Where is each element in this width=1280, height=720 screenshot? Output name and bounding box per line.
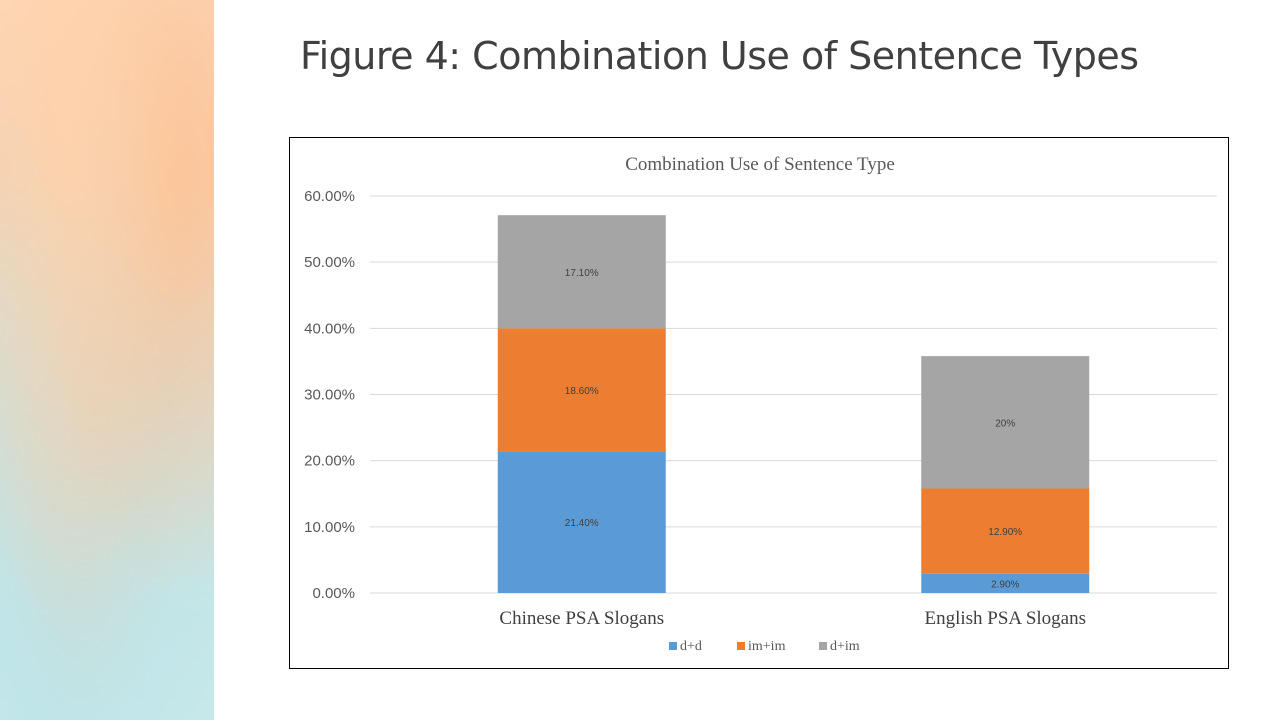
chart-title: Combination Use of Sentence Type (625, 154, 895, 175)
y-tick-label: 30.00% (304, 387, 355, 404)
y-tick-label: 10.00% (304, 519, 355, 536)
bar-segment (921, 573, 1090, 593)
data-label: 2.90% (991, 579, 1019, 590)
data-label: 12.90% (988, 527, 1022, 538)
legend-label: d+im (830, 639, 860, 654)
legend: d+d im+im d+im (669, 639, 860, 654)
legend-swatch (819, 642, 827, 650)
decorative-side-panel (0, 0, 214, 720)
legend-label: d+d (680, 639, 702, 654)
y-tick-label: 50.00% (304, 254, 355, 271)
data-label: 18.60% (565, 386, 599, 397)
y-axis-ticks: 0.00% 10.00% 20.00% 30.00% 40.00% 50.00% 60.00… (304, 188, 355, 602)
bar-segment (497, 215, 666, 329)
legend-swatch (669, 642, 677, 650)
legend-label: im+im (748, 639, 786, 654)
data-label: 17.10% (565, 268, 599, 279)
y-tick-label: 0.00% (312, 585, 355, 602)
bar-segment (921, 356, 1090, 489)
bar-segment (497, 451, 666, 593)
data-label: 21.40% (565, 518, 599, 529)
bars: 21.40% 18.60% 17.10% 2.90% 12.90% 20% (497, 215, 1090, 593)
category-label: Chinese PSA Slogans (499, 608, 664, 629)
y-tick-label: 40.00% (304, 320, 355, 337)
legend-swatch (737, 642, 745, 650)
y-tick-label: 60.00% (304, 188, 355, 205)
gridlines (370, 195, 1217, 594)
category-label: English PSA Slogans (924, 608, 1086, 629)
slide-title: Figure 4: Combination Use of Sentence Ty… (300, 34, 1139, 78)
data-label: 20% (995, 418, 1015, 429)
bar-segment (497, 328, 666, 452)
y-tick-label: 20.00% (304, 453, 355, 470)
category-labels: Chinese PSA Slogans English PSA Slogans (499, 608, 1086, 629)
bar-segment (921, 488, 1090, 574)
chart-frame: Combination Use of Sentence Type 0.00% 10… (289, 137, 1229, 669)
stacked-bar-chart: Combination Use of Sentence Type 0.00% 10… (304, 154, 1217, 654)
